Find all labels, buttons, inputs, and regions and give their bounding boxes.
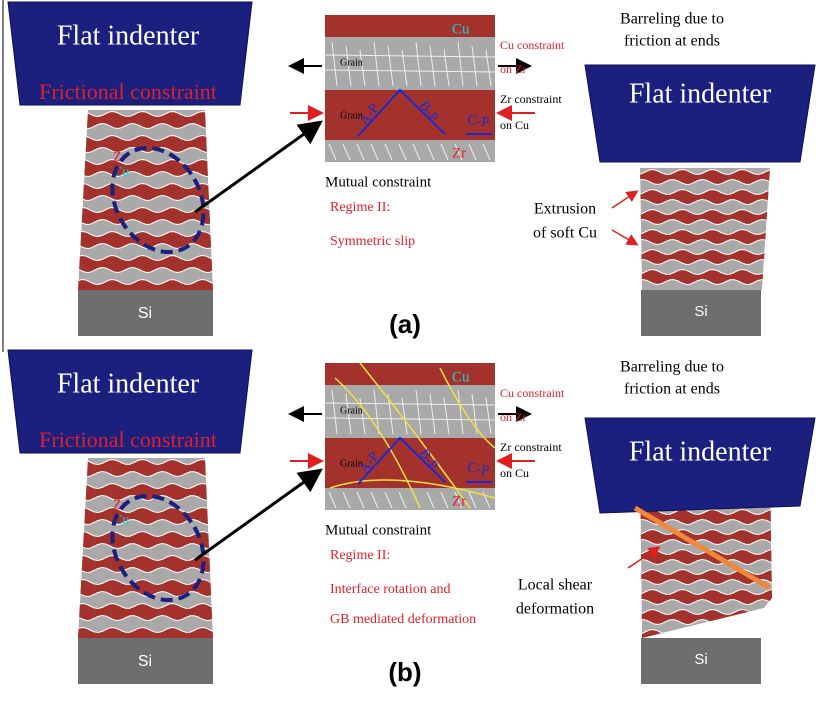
- right-title: Barreling due to: [620, 11, 724, 28]
- panel: Flat indenter Frictional constraint Si Zr Cu…: [8, 2, 815, 339]
- right-title: Barreling due to: [620, 359, 724, 376]
- grain-label: Grain: [340, 405, 363, 416]
- zoom-arrow: [195, 124, 318, 212]
- right-title: friction at ends: [624, 381, 720, 398]
- note: deformation: [516, 601, 594, 618]
- indenter-label: Flat indenter: [629, 436, 772, 467]
- grain-label: Grain: [340, 57, 363, 68]
- substrate-label: Si: [694, 651, 707, 668]
- mechanism: GB mediated deformation: [330, 612, 476, 627]
- substrate-label: Si: [138, 305, 152, 322]
- constraint-text: on Zr: [500, 62, 526, 76]
- phase-label: Cu: [452, 21, 470, 37]
- mechanism: Symmetric slip: [330, 234, 415, 249]
- constraint-text: Zr constraint: [500, 92, 562, 106]
- cu-zr-layer: [630, 610, 790, 625]
- constraint-text: Cu constraint: [500, 38, 565, 52]
- indenter-label: Flat indenter: [629, 78, 772, 109]
- panel-label: (a): [389, 309, 421, 339]
- note-arrow: [612, 192, 636, 208]
- panel-label: (b): [388, 657, 421, 687]
- note: Local shear: [518, 577, 593, 594]
- phase-label: Zr: [452, 145, 466, 161]
- layer-stack: [70, 110, 218, 297]
- regime: Regime II:: [330, 548, 390, 563]
- constraint-text: Zr constraint: [500, 440, 562, 454]
- zoom-arrow: [195, 472, 318, 560]
- constraint-label: Frictional constraint: [39, 427, 217, 452]
- caption: Mutual constraint: [325, 174, 432, 190]
- substrate-label: Si: [138, 653, 152, 670]
- right-title: friction at ends: [624, 33, 720, 50]
- constraint-text: on Cu: [500, 466, 529, 480]
- panel: Flat indenter Frictional constraint Si Zr Cu…: [8, 350, 815, 687]
- phase-label: Cu: [452, 369, 470, 385]
- phase-label: Zr: [452, 493, 466, 509]
- note: Extrusion: [534, 201, 596, 218]
- constraint-text: on Zr: [500, 410, 526, 424]
- layer-stack: [70, 458, 218, 645]
- figure: Flat indenter Frictional constraint Si Zr Cu…: [0, 0, 819, 703]
- caption: Mutual constraint: [325, 522, 432, 538]
- regime: Regime II:: [330, 200, 390, 215]
- mechanism: Interface rotation and: [330, 582, 451, 597]
- constraint-text: on Cu: [500, 118, 529, 132]
- indenter-label: Flat indenter: [57, 20, 200, 51]
- constraint-text: Cu constraint: [500, 386, 565, 400]
- layer-stack: [630, 168, 778, 290]
- indenter-label: Flat indenter: [57, 368, 200, 399]
- note: of soft Cu: [533, 225, 597, 242]
- substrate-label: Si: [694, 303, 707, 320]
- constraint-label: Frictional constraint: [39, 79, 217, 104]
- note-arrow: [612, 230, 636, 244]
